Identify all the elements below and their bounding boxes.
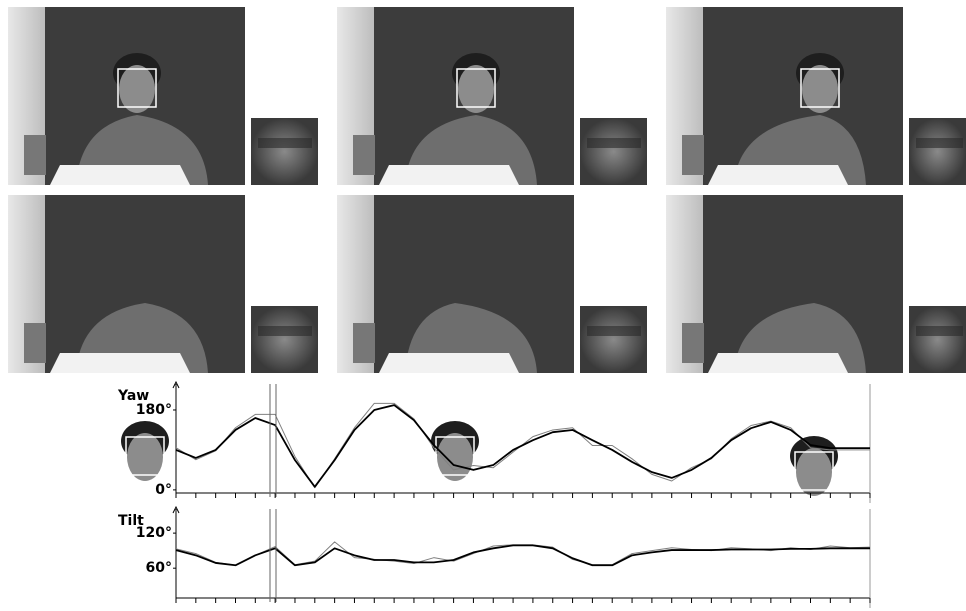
- crop-eyes: [916, 326, 963, 336]
- page: Yaw0°180°Tilt60°120° (() => { const data…: [0, 0, 966, 611]
- photo: [8, 195, 318, 481]
- y-tick-label: 180°: [136, 402, 172, 418]
- face-crop: [580, 306, 647, 373]
- shelf: [353, 323, 375, 363]
- y-tick-label: 0°: [155, 482, 172, 498]
- series-line: [176, 545, 870, 565]
- crop-eyes: [587, 326, 641, 336]
- crop-eyes: [258, 326, 312, 336]
- crop-eyes: [587, 138, 641, 148]
- y-tick-label: 120°: [136, 525, 172, 541]
- photo: [337, 195, 647, 481]
- shelf: [24, 323, 46, 363]
- desk: [50, 165, 190, 185]
- photo-grid: [8, 7, 966, 496]
- face-crop: [251, 306, 318, 373]
- photo: [337, 7, 647, 185]
- photo: [8, 7, 318, 185]
- series-line: [176, 405, 870, 487]
- desk: [708, 353, 848, 373]
- face-crop: [580, 118, 647, 185]
- figure: Yaw0°180°Tilt60°120°: [0, 0, 966, 611]
- head: [127, 433, 163, 481]
- shelf: [682, 135, 704, 175]
- head: [458, 65, 494, 113]
- photo: [666, 195, 966, 496]
- face-crop: [251, 118, 318, 185]
- head: [119, 65, 155, 113]
- shelf: [353, 135, 375, 175]
- shelf: [682, 323, 704, 363]
- head: [796, 448, 832, 496]
- desk: [50, 353, 190, 373]
- desk: [708, 165, 848, 185]
- face-crop: [909, 306, 966, 373]
- face-crop: [909, 118, 966, 185]
- crop-eyes: [258, 138, 312, 148]
- crop-eyes: [916, 138, 963, 148]
- y-tick-label: 60°: [146, 560, 172, 576]
- desk: [379, 165, 519, 185]
- desk: [379, 353, 519, 373]
- head: [802, 65, 838, 113]
- shelf: [24, 135, 46, 175]
- photo: [666, 7, 966, 185]
